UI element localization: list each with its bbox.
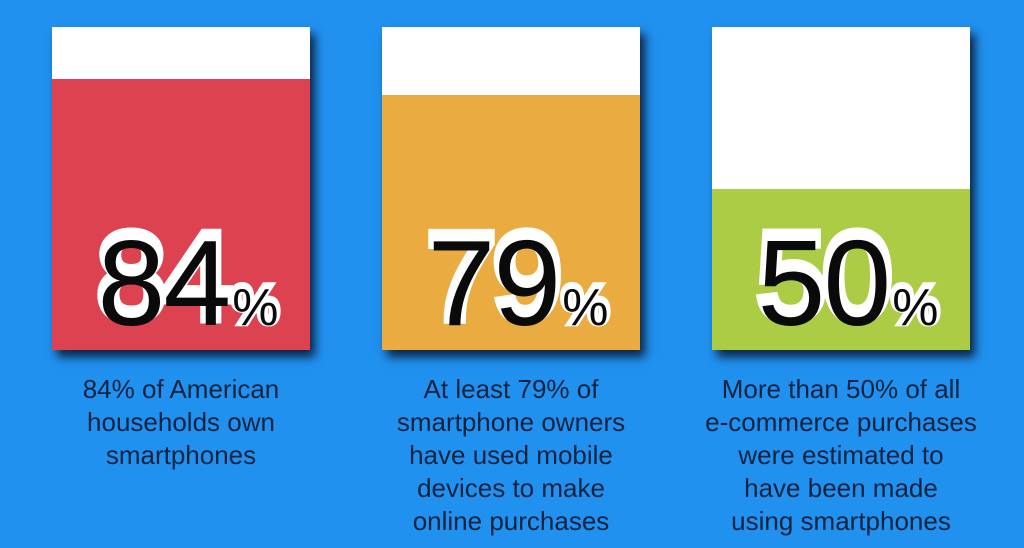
stat-caption-ecommerce: More than 50% of all e-commerce purchase…	[705, 374, 977, 536]
stat-value: 84%	[52, 222, 310, 344]
stat-number: 84	[98, 215, 232, 350]
percent-sign: %	[562, 279, 608, 337]
stat-card-ecommerce: 50%	[712, 27, 970, 350]
stat-number: 79	[428, 215, 562, 350]
percent-sign: %	[892, 279, 938, 337]
stat-value: 50%	[712, 222, 970, 344]
stat-number: 50	[758, 215, 892, 350]
stat-column-ecommerce: 50% More than 50% of all e-commerce purc…	[691, 27, 991, 548]
stat-caption-households: 84% of American households own smartphon…	[82, 374, 280, 470]
stat-card-households: 84%	[52, 27, 310, 350]
stat-column-households: 84% 84% of American households own smart…	[31, 27, 331, 548]
percent-sign: %	[232, 279, 278, 337]
stat-value: 79%	[382, 222, 640, 344]
stat-card-mobile-purchases: 79%	[382, 27, 640, 350]
stat-caption-mobile-purchases: At least 79% of smartphone owners have u…	[396, 374, 626, 536]
stat-column-mobile-purchases: 79% At least 79% of smartphone owners ha…	[361, 27, 661, 548]
